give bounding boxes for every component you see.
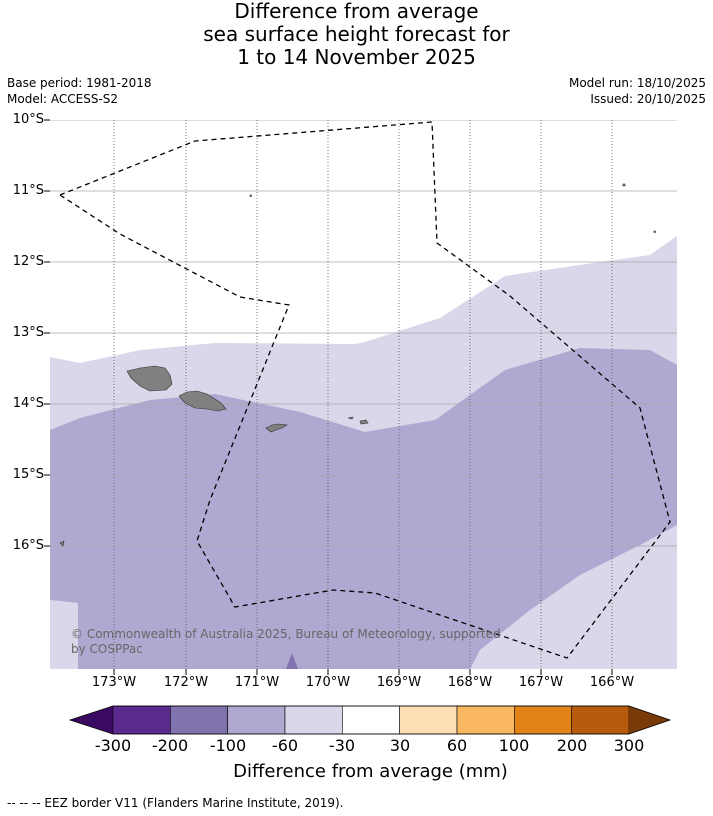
base-period: Base period: 1981-2018 — [7, 76, 152, 90]
colorbar-tick-0: -300 — [94, 736, 132, 755]
title-line-1: Difference from average — [234, 0, 479, 23]
colorbar-tick-3: -60 — [271, 736, 299, 755]
island-tau — [359, 419, 369, 425]
lon-label-171w: 171°W — [234, 675, 280, 690]
colorbar-segment — [456, 705, 515, 735]
colorbar-tick-9: 300 — [613, 736, 645, 755]
lon-label-166w: 166°W — [589, 675, 635, 690]
lat-label-15s: 15°S — [12, 467, 44, 482]
lat-label-14s: 14°S — [12, 396, 44, 411]
copyright-text: © Commonwealth of Australia 2025, Bureau… — [71, 627, 501, 656]
map-title: Difference from average sea surface heig… — [0, 0, 713, 69]
colorbar — [68, 705, 672, 735]
lon-label-172w: 172°W — [163, 675, 209, 690]
colorbar-arrow-left — [70, 706, 113, 734]
title-line-2: sea surface height forecast for — [203, 22, 510, 46]
lon-label-170w: 170°W — [305, 675, 351, 690]
island-speck-3 — [653, 230, 656, 233]
colorbar-segment — [342, 705, 400, 735]
lat-label-11s: 11°S — [12, 183, 44, 198]
island-tutuila — [265, 423, 288, 433]
model-name: Model: ACCESS-S2 — [7, 92, 119, 106]
lat-ticks — [44, 119, 50, 547]
band-neg100-neg60-lower-left — [50, 600, 78, 669]
colorbar-segment — [514, 705, 572, 735]
island-savaii — [126, 365, 173, 392]
colorbar-segment — [227, 705, 286, 735]
colorbar-segment — [170, 705, 228, 735]
eez-border-tokelau — [59, 121, 671, 659]
island-west-speck — [59, 540, 65, 547]
lat-label-13s: 13°S — [12, 325, 44, 340]
colorbar-tick-6: 60 — [446, 736, 468, 755]
colorbar-tick-4: -30 — [328, 736, 356, 755]
lat-label-12s: 12°S — [12, 254, 44, 269]
colorbar-outline — [68, 705, 672, 735]
band-small-tongue — [286, 653, 298, 669]
land-islands — [59, 183, 656, 547]
lat-label-16s: 16°S — [12, 538, 44, 553]
lon-label-169w: 169°W — [376, 675, 422, 690]
colorbar-segment — [284, 705, 343, 735]
colorbar-segment — [112, 705, 171, 735]
title-line-3: 1 to 14 November 2025 — [237, 45, 476, 69]
issued-date: Issued: 20/10/2025 — [590, 92, 706, 106]
island-speck-2 — [622, 183, 626, 187]
lon-label-167w: 167°W — [518, 675, 564, 690]
island-speck-1 — [249, 194, 252, 197]
model-run: Model run: 18/10/2025 — [568, 76, 706, 90]
colorbar-tick-5: 30 — [389, 736, 411, 755]
lat-label-10s: 10°S — [12, 112, 44, 127]
island-upolu — [178, 390, 227, 412]
lon-label-168w: 168°W — [447, 675, 493, 690]
colorbar-tick-2: -100 — [209, 736, 247, 755]
colorbar-tick-8: 200 — [556, 736, 588, 755]
colorbar-title: Difference from average (mm) — [233, 761, 508, 782]
band-neg100-neg60 — [50, 348, 677, 669]
meta-right: Model run: 18/10/2025 Issued: 20/10/2025 — [569, 75, 706, 107]
colorbar-tick-7: 100 — [498, 736, 530, 755]
colorbar-segment — [399, 705, 458, 735]
graticule — [50, 120, 677, 669]
lon-ticks — [113, 669, 613, 675]
eez-borders — [59, 121, 671, 659]
colorbar-tick-1: -200 — [151, 736, 189, 755]
colorbar-segment — [571, 705, 630, 735]
eez-legend-note: -- -- -- EEZ border V11 (Flanders Marine… — [7, 796, 344, 810]
lon-label-173w: 173°W — [91, 675, 137, 690]
colorbar-arrow-right — [629, 706, 670, 734]
meta-left: Base period: 1981-2018 Model: ACCESS-S2 — [7, 75, 152, 107]
island-ofu — [347, 416, 354, 420]
map-plot-area: © Commonwealth of Australia 2025, Bureau… — [50, 120, 677, 669]
